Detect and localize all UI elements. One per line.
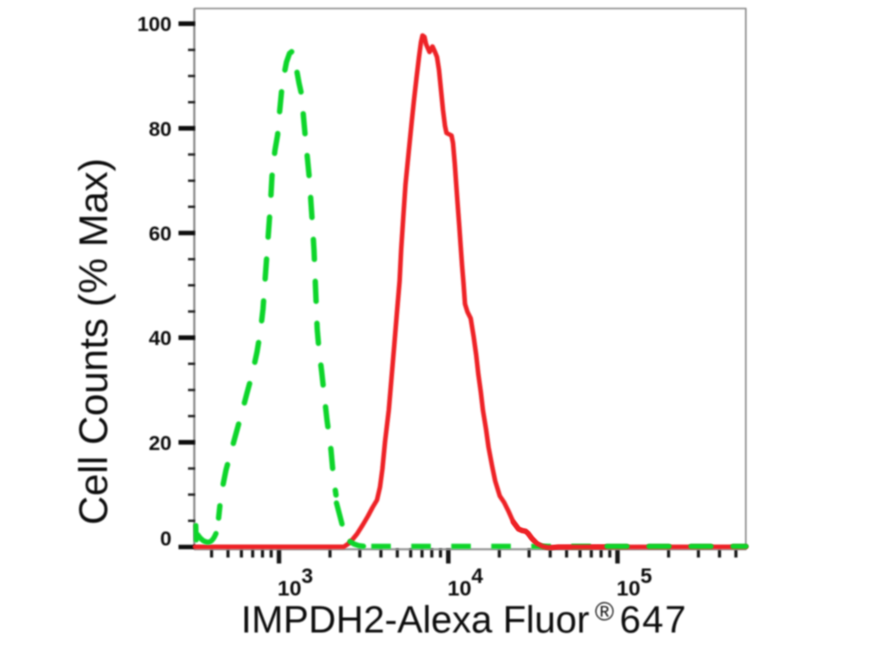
svg-text:0: 0 — [160, 528, 171, 551]
svg-text:60: 60 — [149, 223, 172, 246]
svg-text:104: 104 — [448, 565, 484, 601]
svg-text:105: 105 — [617, 565, 653, 601]
svg-text:20: 20 — [149, 432, 172, 455]
svg-text:80: 80 — [149, 118, 172, 141]
svg-text:103: 103 — [278, 565, 314, 601]
svg-text:100: 100 — [137, 13, 171, 36]
svg-text:Cell Counts (% Max): Cell Counts (% Max) — [72, 158, 116, 525]
svg-text:40: 40 — [149, 327, 172, 350]
svg-text:IMPDH2-Alexa Fluor®647: IMPDH2-Alexa Fluor ® 647 — [241, 597, 688, 642]
